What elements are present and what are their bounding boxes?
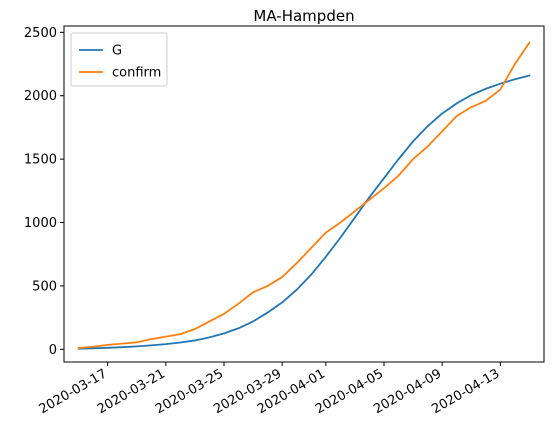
series-line-g <box>77 74 531 350</box>
y-tick-label: 1500 <box>24 153 57 168</box>
y-tick-label: 500 <box>32 279 57 294</box>
chart-title: MA-Hampden <box>253 7 354 25</box>
series-layer <box>77 41 531 350</box>
y-tick-label: 2500 <box>24 26 57 41</box>
y-axis: 0 500 1000 1500 2000 2500 <box>24 26 64 358</box>
y-tick-label: 2000 <box>24 89 57 104</box>
legend-label: G <box>112 44 122 59</box>
series-line-confirm <box>77 41 531 349</box>
legend-label: confirm <box>112 66 161 81</box>
x-axis: 2020-03-172020-03-212020-03-252020-03-29… <box>37 362 502 417</box>
y-tick-label: 0 <box>49 343 57 358</box>
y-tick-label: 1000 <box>24 216 57 231</box>
